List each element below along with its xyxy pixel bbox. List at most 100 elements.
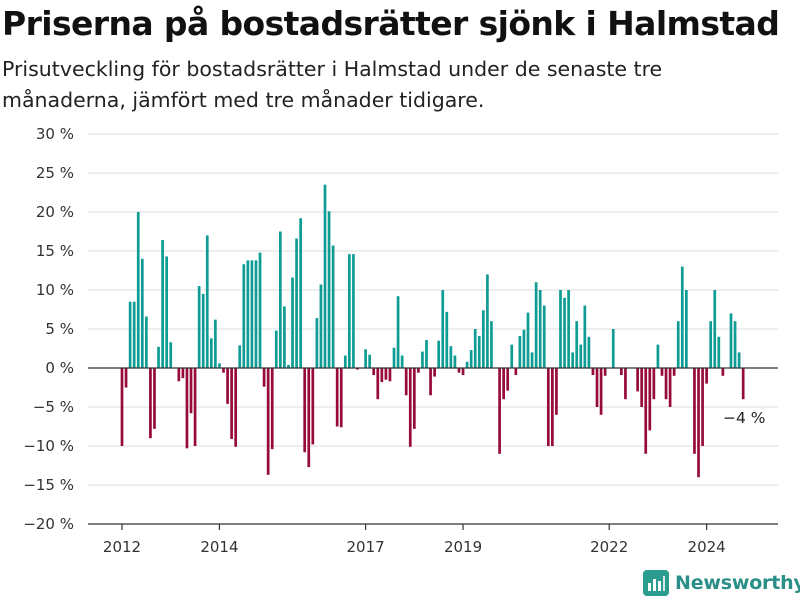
bar — [437, 340, 441, 368]
bar — [291, 277, 294, 368]
bar — [319, 284, 323, 368]
bar — [551, 368, 554, 446]
x-axis: 2012 2014 2017 2019 2022 2024 — [88, 367, 778, 556]
bar — [502, 368, 505, 400]
bar — [242, 264, 246, 368]
x-tick-label: 2014 — [200, 538, 238, 556]
bar — [620, 368, 623, 376]
bar — [287, 364, 290, 368]
y-tick-label: 25 % — [36, 164, 74, 182]
bar — [161, 240, 164, 368]
bar — [684, 290, 688, 368]
bar — [518, 336, 522, 368]
bar — [222, 368, 225, 373]
bar — [327, 211, 331, 368]
bar — [636, 368, 639, 392]
bar — [555, 368, 558, 415]
bar — [124, 368, 128, 388]
bar — [709, 321, 713, 368]
bar — [201, 293, 205, 368]
bar — [733, 321, 737, 368]
bar — [335, 368, 339, 427]
bars — [120, 184, 745, 478]
bar — [664, 368, 668, 400]
bar — [680, 266, 684, 368]
grid-lines — [88, 133, 778, 525]
bar — [611, 329, 615, 368]
bar — [262, 368, 266, 387]
bar — [498, 368, 501, 454]
bar — [384, 368, 388, 380]
bar — [234, 368, 238, 447]
bar — [250, 260, 254, 368]
bar — [741, 368, 745, 400]
y-tick-label: 20 % — [36, 203, 74, 221]
bar — [469, 350, 473, 368]
x-tick-label: 2024 — [688, 538, 726, 556]
bar — [652, 368, 656, 400]
bar — [603, 368, 607, 376]
bar — [587, 336, 591, 368]
bar — [307, 368, 311, 468]
bar — [205, 235, 209, 368]
bar — [128, 301, 132, 368]
bar — [421, 351, 424, 368]
bar — [197, 286, 201, 368]
bar — [486, 274, 489, 368]
bar — [693, 368, 696, 454]
bar — [311, 368, 315, 445]
bar — [299, 218, 302, 368]
bar — [323, 184, 327, 368]
bar — [506, 368, 510, 391]
bar — [526, 312, 530, 368]
bar — [449, 346, 453, 368]
x-tick-label: 2019 — [444, 538, 482, 556]
bar — [339, 368, 343, 428]
bar — [514, 368, 518, 376]
bar — [214, 319, 217, 368]
bar — [372, 368, 376, 376]
bar — [209, 338, 213, 368]
bar — [445, 311, 449, 368]
bar — [392, 347, 396, 368]
bar — [343, 355, 347, 368]
bar — [510, 344, 514, 368]
bar — [368, 354, 372, 368]
y-tick-label: 30 % — [36, 125, 74, 143]
bar — [352, 254, 355, 368]
bar — [717, 336, 721, 368]
bar — [149, 368, 152, 439]
bar — [656, 344, 660, 368]
bar — [181, 368, 185, 379]
y-axis-tick-labels: 30 % 25 % 20 % 15 % 10 % 5 % 0 % −5 % −10 % −15 %… — [23, 125, 74, 533]
bar — [453, 355, 457, 368]
bar — [218, 363, 221, 368]
bar — [624, 368, 627, 400]
bar — [676, 321, 680, 368]
bar — [473, 329, 477, 368]
bar — [303, 368, 307, 453]
bar — [599, 368, 603, 415]
y-tick-label: 15 % — [36, 242, 74, 260]
bar — [266, 368, 270, 475]
bar — [388, 368, 392, 382]
bar — [660, 368, 664, 376]
bar — [193, 368, 197, 446]
bar — [534, 282, 538, 368]
bar — [254, 260, 258, 368]
bar — [457, 368, 461, 373]
y-tick-label: −5 % — [33, 398, 74, 416]
bar — [477, 336, 481, 368]
bar — [295, 238, 298, 368]
bar — [697, 368, 700, 478]
bar — [404, 368, 408, 396]
bar — [429, 368, 432, 396]
y-tick-label: 5 % — [45, 320, 74, 338]
chart-title: Priserna på bostadsrätter sjönk i Halmst… — [2, 4, 780, 43]
bar — [461, 368, 465, 376]
bar — [120, 368, 124, 446]
bar — [185, 368, 189, 449]
bar — [412, 368, 416, 429]
x-tick-label: 2017 — [347, 538, 385, 556]
bar — [538, 290, 542, 368]
